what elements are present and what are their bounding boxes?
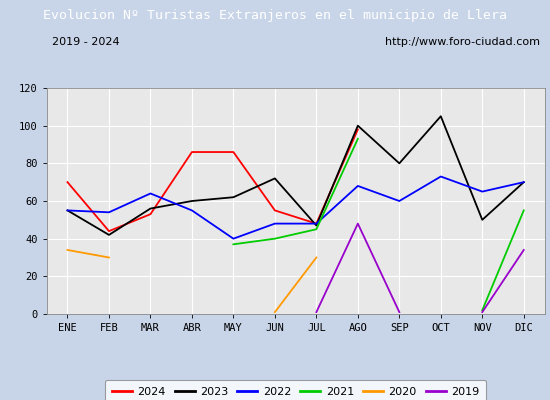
- Text: http://www.foro-ciudad.com: http://www.foro-ciudad.com: [384, 37, 540, 47]
- Text: 2019 - 2024: 2019 - 2024: [52, 37, 119, 47]
- Legend: 2024, 2023, 2022, 2021, 2020, 2019: 2024, 2023, 2022, 2021, 2020, 2019: [105, 380, 486, 400]
- Text: Evolucion Nº Turistas Extranjeros en el municipio de Llera: Evolucion Nº Turistas Extranjeros en el …: [43, 8, 507, 22]
